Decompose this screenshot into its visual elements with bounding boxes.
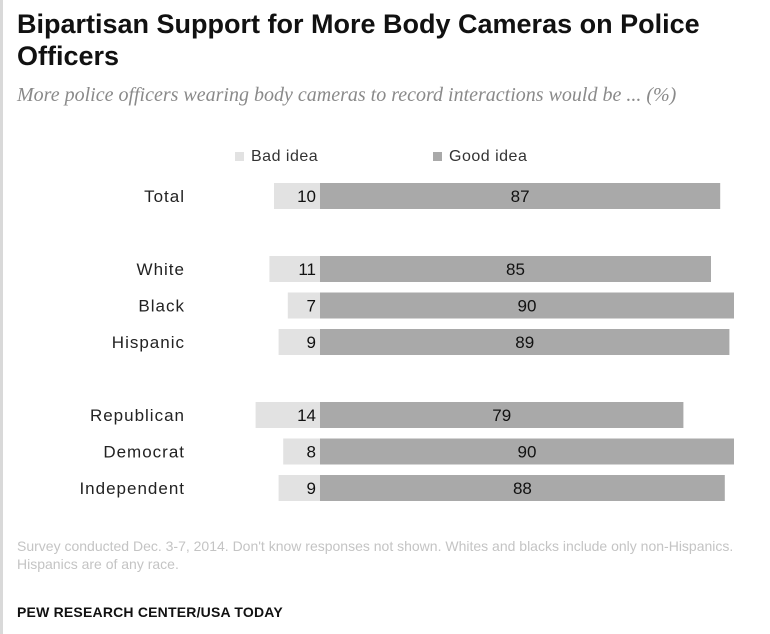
chart-title: Bipartisan Support for More Body Cameras… (17, 9, 700, 71)
bar-good-idea-total (320, 183, 721, 209)
category-label-democrat: Democrat (103, 443, 185, 462)
bar-good-idea-republican (320, 402, 684, 428)
bar-bad-idea-republican (255, 402, 320, 428)
value-label-good-idea-independent: 88 (513, 479, 532, 498)
value-label-good-idea-republican: 79 (492, 406, 511, 425)
legend-swatch-good-idea (433, 152, 442, 161)
value-label-bad-idea-white: 11 (298, 260, 316, 279)
legend-label-good-idea: Good idea (449, 148, 527, 165)
bar-bad-idea-black (287, 292, 320, 319)
value-label-bad-idea-total: 10 (297, 187, 316, 206)
bar-bad-idea-hispanic (278, 329, 320, 355)
legend-label-bad-idea: Bad idea (251, 148, 318, 165)
value-label-bad-idea-democrat: 8 (307, 443, 316, 462)
bar-good-idea-democrat (320, 438, 734, 465)
value-label-good-idea-democrat: 90 (518, 443, 537, 462)
category-label-hispanic: Hispanic (112, 333, 185, 352)
bar-good-idea-independent (320, 475, 725, 501)
value-label-bad-idea-black: 7 (307, 297, 316, 316)
category-label-white: White (137, 260, 185, 279)
bar-bad-idea-white (269, 256, 320, 282)
bar-bad-idea-independent (278, 475, 320, 501)
source-credit: PEW RESEARCH CENTER/USA TODAY (17, 604, 283, 620)
bar-bad-idea-total (274, 183, 320, 209)
category-label-republican: Republican (90, 406, 185, 425)
category-label-independent: Independent (79, 479, 185, 498)
value-label-good-idea-total: 87 (511, 187, 530, 206)
chart-subtitle: More police officers wearing body camera… (17, 84, 677, 106)
bar-good-idea-black (320, 292, 734, 319)
bar-good-idea-hispanic (320, 329, 730, 355)
legend-swatch-bad-idea (235, 152, 244, 161)
bar-bad-idea-democrat (283, 438, 320, 465)
value-label-good-idea-black: 90 (518, 297, 537, 316)
bar-good-idea-white (320, 256, 711, 282)
category-label-total: Total (144, 187, 185, 206)
survey-note: Survey conducted Dec. 3-7, 2014. Don't k… (17, 538, 734, 572)
value-label-bad-idea-independent: 9 (307, 479, 316, 498)
category-label-black: Black (138, 297, 185, 316)
value-label-bad-idea-republican: 14 (297, 406, 316, 425)
value-label-good-idea-white: 85 (506, 260, 525, 279)
value-label-good-idea-hispanic: 89 (515, 333, 534, 352)
value-label-bad-idea-hispanic: 9 (307, 333, 316, 352)
